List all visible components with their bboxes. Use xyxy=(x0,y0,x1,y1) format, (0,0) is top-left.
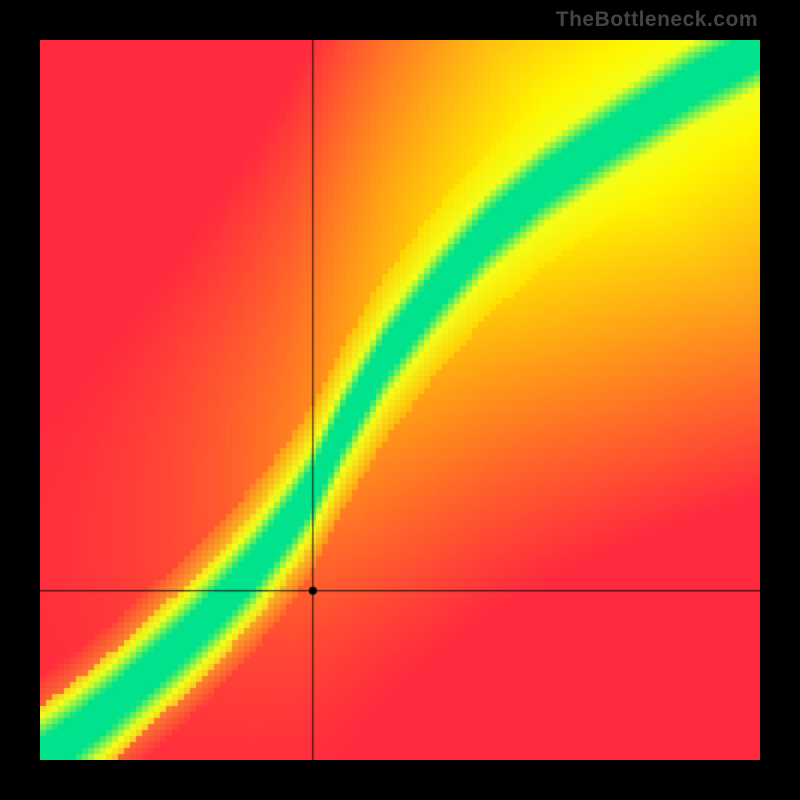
heatmap-frame xyxy=(40,40,760,760)
heatmap-canvas xyxy=(40,40,760,760)
attribution-text: TheBottleneck.com xyxy=(556,8,758,32)
